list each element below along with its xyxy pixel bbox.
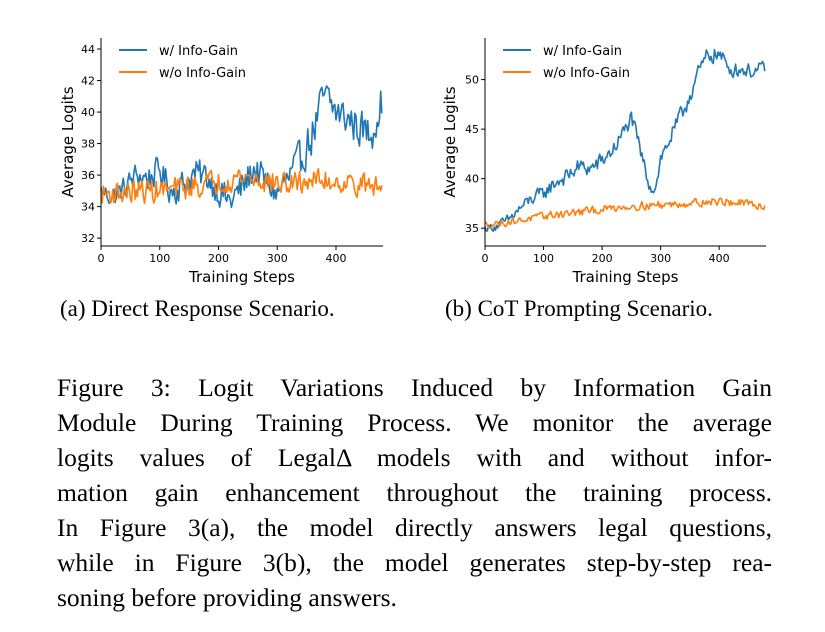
x-tick-label: 0: [98, 252, 105, 265]
y-tick-label: 36: [81, 169, 95, 182]
caption-line: soning before providing answers.: [57, 583, 397, 612]
caption-line: Figure 3: Logit Variations Induced by In…: [57, 373, 772, 402]
series-line-wo-info-gain: [484, 197, 766, 230]
chart-b: 0 100 200 300 400 35 40 45 50 Training Steps Avera…: [441, 38, 766, 286]
legend-label: w/o Info-Gain: [159, 66, 246, 81]
y-tick-label: 34: [81, 201, 95, 214]
legend-label: w/ Info-Gain: [159, 44, 238, 59]
series-line-w-info-gain: [100, 85, 383, 209]
y-tick-label: 44: [81, 43, 95, 56]
y-tick-label: 42: [81, 75, 95, 88]
y-axis-label: Average Logits: [59, 86, 77, 197]
x-tick-label: 100: [149, 252, 170, 265]
x-tick-label: 400: [326, 252, 347, 265]
x-axis-label: Training Steps: [572, 268, 679, 286]
legend-label: w/o Info-Gain: [543, 66, 630, 81]
x-tick-label: 400: [709, 252, 730, 265]
figure-caption: Figure 3: Logit Variations Induced by In…: [57, 370, 772, 615]
caption-line: logits values of LegalΔ models with and …: [57, 443, 772, 472]
chart-a: 0 100 200 300 400 32 34 36 38 40 42 44 Training Step…: [59, 38, 383, 286]
x-axis-label: Training Steps: [188, 268, 295, 286]
legend-label: w/ Info-Gain: [543, 44, 622, 59]
series-line-wo-info-gain: [100, 168, 383, 205]
caption-line: mation gain enhancement throughout the t…: [57, 478, 772, 507]
y-tick-label: 38: [81, 138, 95, 151]
figure: 0 100 200 300 400 32 34 36 38 40 42 44 Training Step…: [59, 38, 766, 286]
caption-line: In Figure 3(a), the model directly answe…: [57, 513, 772, 542]
series-line-w-info-gain: [484, 48, 766, 233]
x-tick-label: 300: [650, 252, 671, 265]
x-tick-label: 0: [482, 252, 489, 265]
y-tick-label: 32: [81, 232, 95, 245]
y-tick-label: 40: [81, 106, 95, 119]
caption-line: while in Figure 3(b), the model generate…: [57, 548, 772, 577]
x-tick-label: 200: [592, 252, 613, 265]
caption-line: Module During Training Process. We monit…: [57, 408, 772, 437]
x-tick-label: 200: [208, 252, 229, 265]
y-axis-label: Average Logits: [441, 86, 459, 197]
y-tick-label: 45: [465, 123, 479, 136]
subcaption-b: (b) CoT Prompting Scenario.: [445, 296, 713, 321]
y-tick-label: 35: [465, 222, 479, 235]
x-tick-label: 300: [267, 252, 288, 265]
y-tick-label: 50: [465, 74, 479, 87]
y-tick-label: 40: [465, 173, 479, 186]
subcaption-a: (a) Direct Response Scenario.: [60, 296, 335, 321]
x-tick-label: 100: [533, 252, 554, 265]
